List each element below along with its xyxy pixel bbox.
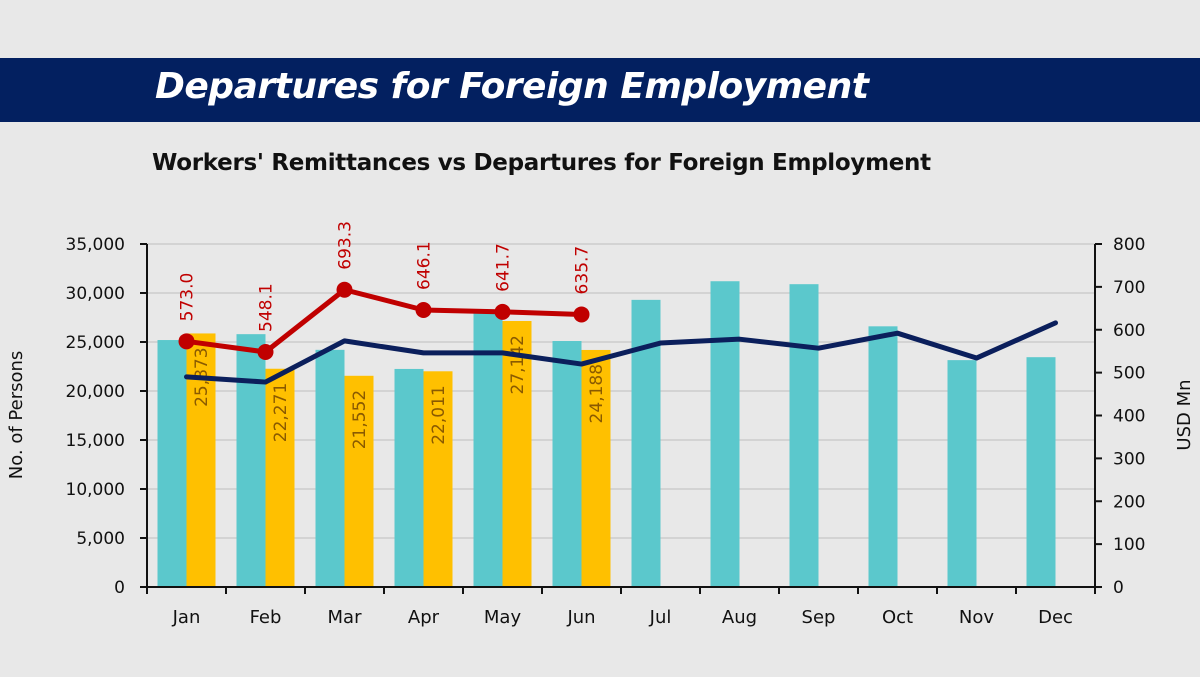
line-data-label: 646.1 bbox=[415, 241, 435, 290]
y2-tick-label: 400 bbox=[1113, 407, 1145, 427]
line-data-label: 641.7 bbox=[494, 243, 514, 292]
x-tick-label: Oct bbox=[882, 607, 913, 628]
bar-current bbox=[502, 321, 532, 587]
y-tick-label: 30,000 bbox=[66, 284, 125, 304]
bar-current bbox=[423, 371, 453, 587]
x-tick-label: Jun bbox=[566, 607, 595, 628]
line-data-label: 548.1 bbox=[257, 283, 277, 332]
x-tick-label: Apr bbox=[408, 607, 440, 628]
x-tick-label: Jan bbox=[172, 607, 201, 628]
bar-previous bbox=[1026, 357, 1056, 587]
banner-title: Departures for Foreign Employment bbox=[155, 66, 869, 107]
bar-previous bbox=[315, 349, 345, 587]
bar-previous bbox=[473, 313, 503, 587]
line-marker bbox=[257, 344, 274, 361]
bar-previous bbox=[236, 334, 266, 587]
y-tick-label: 20,000 bbox=[66, 382, 125, 402]
y2-tick-label: 300 bbox=[1113, 449, 1145, 469]
y-tick-label: 0 bbox=[114, 578, 125, 598]
y2-tick-label: 700 bbox=[1113, 278, 1145, 298]
x-tick-label: Sep bbox=[802, 607, 836, 628]
line-marker bbox=[415, 301, 432, 318]
y2-tick-label: 500 bbox=[1113, 364, 1145, 384]
y-tick-label: 15,000 bbox=[66, 431, 125, 451]
line-marker bbox=[573, 306, 590, 323]
bar-data-label: 27,142 bbox=[508, 335, 528, 394]
bar-data-label: 22,271 bbox=[271, 383, 291, 442]
y-axis-title: No. of Persons bbox=[6, 351, 27, 480]
y-tick-label: 25,000 bbox=[66, 333, 125, 353]
bar-previous bbox=[710, 281, 740, 587]
bar-previous bbox=[552, 341, 582, 587]
line-data-label: 635.7 bbox=[573, 246, 593, 295]
line-marker bbox=[178, 333, 195, 350]
line-current bbox=[184, 287, 584, 355]
bar-current bbox=[581, 349, 611, 587]
banner: Departures for Foreign Employment bbox=[0, 58, 1200, 122]
chart-title: Workers' Remittances vs Departures for F… bbox=[152, 150, 931, 176]
x-tick-label: Mar bbox=[328, 607, 363, 628]
bar-current bbox=[265, 368, 295, 587]
line-data-label: 693.3 bbox=[336, 221, 356, 270]
y2-tick-label: 0 bbox=[1113, 578, 1124, 598]
bar-current bbox=[344, 375, 374, 587]
x-tick-label: Dec bbox=[1038, 607, 1073, 628]
bar-previous bbox=[789, 284, 819, 587]
line-previous bbox=[184, 320, 1058, 385]
y2-axis-title: USD Mn bbox=[1174, 379, 1195, 450]
y2-tick-label: 100 bbox=[1113, 535, 1145, 555]
y2-tick-label: 200 bbox=[1113, 492, 1145, 512]
y-tick-label: 5,000 bbox=[76, 529, 125, 549]
bar-previous bbox=[947, 360, 977, 587]
x-tick-label: Nov bbox=[959, 607, 994, 628]
line-marker bbox=[494, 303, 511, 320]
line-data-label: 573.0 bbox=[178, 273, 198, 322]
y2-tick-label: 800 bbox=[1113, 235, 1145, 255]
bar-data-label: 22,011 bbox=[429, 385, 449, 444]
x-tick-label: Aug bbox=[722, 607, 757, 628]
bar-previous bbox=[157, 340, 187, 587]
y-tick-label: 10,000 bbox=[66, 480, 125, 500]
bar-previous bbox=[394, 368, 424, 587]
x-tick-label: Jul bbox=[649, 607, 672, 628]
bar-previous bbox=[868, 326, 898, 587]
x-tick-label: Feb bbox=[250, 607, 282, 628]
bar-data-label: 21,552 bbox=[350, 390, 370, 449]
line-marker bbox=[336, 281, 353, 298]
bar-data-label: 24,188 bbox=[587, 364, 607, 423]
y-tick-label: 35,000 bbox=[66, 235, 125, 255]
y2-tick-label: 600 bbox=[1113, 321, 1145, 341]
x-tick-label: May bbox=[484, 607, 522, 628]
